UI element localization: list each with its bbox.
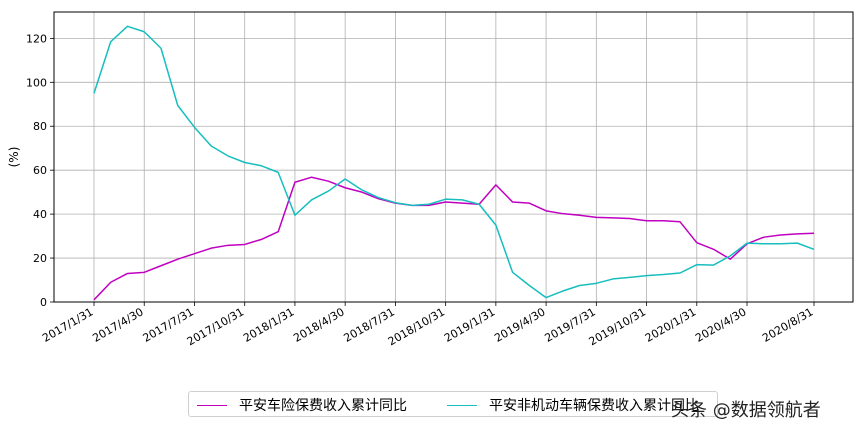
x-tick-label: 2018/10/31 — [386, 305, 447, 348]
y-axis-label: (%) — [7, 147, 21, 168]
x-tick-label: 2019/10/31 — [587, 305, 648, 348]
legend-item-series-1: 平安车险保费收入累计同比 — [197, 392, 407, 418]
series-layer — [93, 25, 815, 301]
x-tick-label: 2017/4/30 — [90, 305, 145, 344]
y-tick-label: 80 — [33, 120, 47, 133]
watermark: 头条 @数据领航者 — [671, 400, 821, 421]
legend-item-series-2: 平安非机动车辆保费收入累计同比 — [447, 392, 699, 418]
y-tick-label: 100 — [26, 76, 47, 89]
plot-frame — [53, 11, 854, 303]
series-line-2 — [93, 25, 815, 299]
x-tick-label: 2018/1/31 — [241, 305, 296, 344]
x-tick-label: 2020/4/30 — [693, 305, 748, 344]
x-tick-label: 2020/8/31 — [760, 305, 815, 344]
legend-label-series-2: 平安非机动车辆保费收入累计同比 — [489, 398, 699, 414]
x-tick-label: 2017/1/31 — [40, 305, 95, 344]
x-tick-label: 2017/10/31 — [185, 305, 246, 348]
y-tick-label: 40 — [33, 208, 47, 221]
y-tick-label: 0 — [40, 296, 47, 309]
y-tick-label: 60 — [33, 164, 47, 177]
x-tick-label: 2018/4/30 — [291, 305, 346, 344]
x-tick-label: 2019/1/31 — [442, 305, 497, 344]
legend: 平安车险保费收入累计同比 平安非机动车辆保费收入累计同比 — [188, 391, 718, 417]
legend-label-series-1: 平安车险保费收入累计同比 — [239, 398, 407, 414]
y-tick-label: 120 — [26, 32, 47, 45]
series-line-1 — [93, 176, 815, 301]
x-axis: 2017/1/312017/4/302017/7/312017/10/31201… — [40, 302, 816, 348]
y-tick-label: 20 — [33, 252, 47, 265]
x-tick-label: 2019/4/30 — [492, 305, 547, 344]
x-tick-label: 2020/1/31 — [643, 305, 698, 344]
y-axis: 0 20 40 60 80 100 120 — [26, 32, 54, 309]
legend-swatch-series-1 — [197, 404, 227, 406]
grid-lines — [54, 12, 853, 303]
legend-swatch-series-2 — [447, 404, 477, 406]
